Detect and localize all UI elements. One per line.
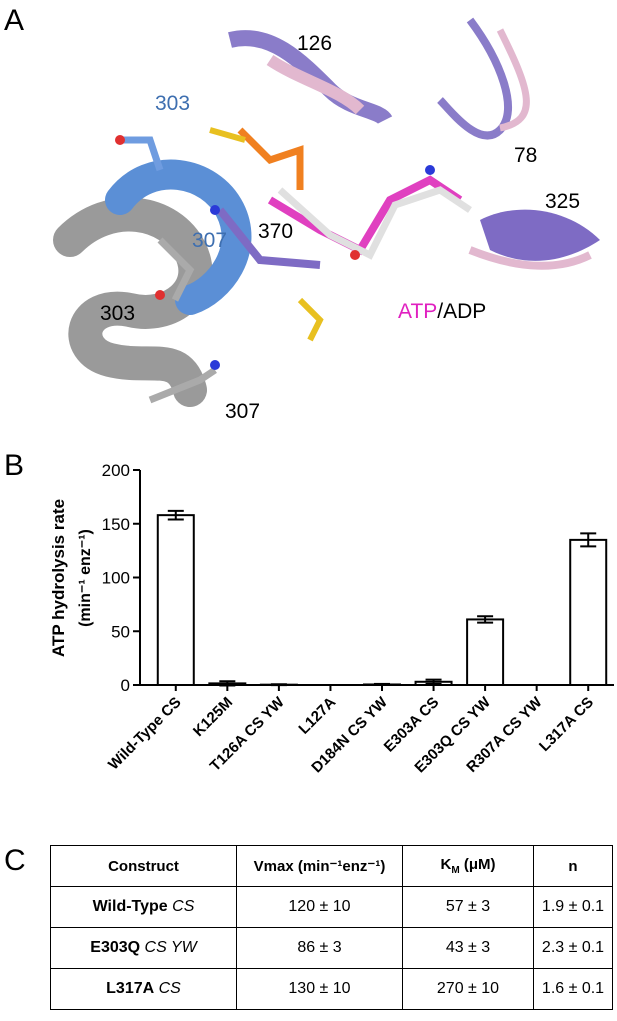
error-bar <box>270 683 287 687</box>
residue-label: 370 <box>258 220 293 243</box>
adp-label: /ADP <box>437 300 486 323</box>
table-header: Construct Vmax (min⁻¹enz⁻¹) KM (μM) n <box>50 845 613 887</box>
error-bar <box>374 682 390 686</box>
y-tick-label: 100 <box>102 569 130 588</box>
panel-label: B <box>4 449 24 482</box>
table-cell: 86 ± 3 <box>236 927 403 969</box>
construct-name: L317A <box>106 980 155 997</box>
table-cell: 2.3 ± 0.1 <box>533 927 613 969</box>
header-subscript: M <box>451 865 460 876</box>
header-cell: n <box>533 845 613 887</box>
error-bar <box>219 680 236 687</box>
table-cell: 1.6 ± 0.1 <box>533 968 613 1010</box>
y-tick-label: 50 <box>111 622 130 641</box>
table-cell: 1.9 ± 0.1 <box>533 886 613 928</box>
table-cell: L317A CS <box>50 968 237 1010</box>
construct-variant: CS YW <box>144 939 197 956</box>
kinetics-table: Construct Vmax (min⁻¹enz⁻¹) KM (μM) n Wi… <box>50 845 613 1010</box>
table-cell: 270 ± 10 <box>402 968 534 1010</box>
error-bar <box>580 532 597 548</box>
table-cell: 57 ± 3 <box>402 886 534 928</box>
bar <box>156 514 195 687</box>
construct-variant: CS <box>158 980 181 997</box>
y-axis-label: (min⁻¹ enz⁻¹) <box>77 529 94 627</box>
header-cell: Vmax (min⁻¹enz⁻¹) <box>236 845 403 887</box>
bar <box>569 538 608 686</box>
y-tick-label: 150 <box>102 515 130 534</box>
table-cell: E303Q CS YW <box>50 927 237 969</box>
table-cell: Wild-Type CS <box>50 886 237 928</box>
table-cell: 120 ± 10 <box>236 886 403 928</box>
residue-label: 126 <box>297 32 332 55</box>
bar <box>466 618 505 686</box>
header-text: K <box>440 856 452 873</box>
residue-label: 325 <box>545 190 580 213</box>
table-cell: 43 ± 3 <box>402 927 534 969</box>
table-row: Wild-Type CS 120 ± 10 57 ± 3 1.9 ± 0.1 <box>50 886 613 928</box>
construct-variant: CS <box>172 898 195 915</box>
construct-name: E303Q <box>90 939 141 956</box>
table-row: E303Q CS YW 86 ± 3 43 ± 3 2.3 ± 0.1 <box>50 927 613 969</box>
error-bar <box>477 615 494 624</box>
y-axis-label: ATP hydrolysis rate <box>49 499 68 657</box>
x-tick-label: L317A CS <box>536 694 597 755</box>
header-unit: (μM) <box>459 856 496 873</box>
construct-name: Wild-Type <box>92 898 168 915</box>
x-tick-label: Wild-Type CS <box>105 694 184 773</box>
residue-label: 307 <box>225 400 260 423</box>
atp-label: ATP <box>398 300 437 323</box>
x-tick-label: L127A <box>295 694 339 738</box>
error-bar <box>167 509 184 521</box>
residue-label: 303 <box>155 92 190 115</box>
header-cell: KM (μM) <box>402 845 534 887</box>
y-tick-label: 0 <box>121 676 130 695</box>
residue-label: 303 <box>100 302 135 325</box>
y-tick-label: 200 <box>102 461 130 480</box>
table-cell: 130 ± 10 <box>236 968 403 1010</box>
panel-label: A <box>4 4 24 37</box>
structure-illustration <box>53 17 600 407</box>
table-row: L317A CS 130 ± 10 270 ± 10 1.6 ± 0.1 <box>50 968 613 1010</box>
residue-label: 307 <box>192 229 227 252</box>
panel-label: C <box>4 844 26 877</box>
residue-label: 78 <box>514 144 537 167</box>
ligand-label: ATP/ADP <box>398 300 486 323</box>
x-tick-label: K125M <box>190 694 236 740</box>
error-bar <box>425 678 442 685</box>
header-cell: Construct <box>50 845 237 887</box>
